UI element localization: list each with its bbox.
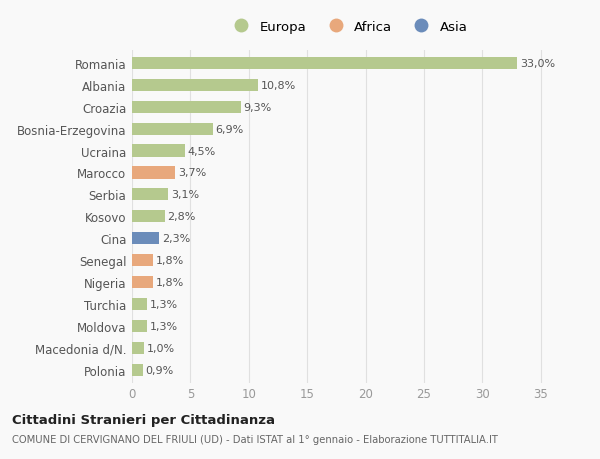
Text: 3,7%: 3,7% bbox=[178, 168, 206, 178]
Bar bbox=[132, 123, 212, 135]
Text: Cittadini Stranieri per Cittadinanza: Cittadini Stranieri per Cittadinanza bbox=[12, 413, 275, 426]
Text: 3,1%: 3,1% bbox=[171, 190, 199, 200]
Bar bbox=[132, 233, 159, 245]
Bar bbox=[132, 167, 175, 179]
Bar bbox=[132, 189, 168, 201]
Bar bbox=[132, 342, 143, 354]
Text: 1,8%: 1,8% bbox=[156, 256, 184, 266]
Bar bbox=[132, 255, 153, 267]
Legend: Europa, Africa, Asia: Europa, Africa, Asia bbox=[228, 21, 468, 34]
Bar bbox=[132, 101, 241, 113]
Text: 9,3%: 9,3% bbox=[244, 102, 272, 112]
Bar bbox=[132, 79, 258, 91]
Bar bbox=[132, 364, 143, 376]
Text: 1,8%: 1,8% bbox=[156, 278, 184, 287]
Text: 33,0%: 33,0% bbox=[520, 59, 556, 68]
Text: 6,9%: 6,9% bbox=[215, 124, 244, 134]
Text: COMUNE DI CERVIGNANO DEL FRIULI (UD) - Dati ISTAT al 1° gennaio - Elaborazione T: COMUNE DI CERVIGNANO DEL FRIULI (UD) - D… bbox=[12, 434, 498, 444]
Bar bbox=[132, 211, 164, 223]
Text: 1,0%: 1,0% bbox=[146, 343, 175, 353]
Text: 10,8%: 10,8% bbox=[261, 80, 296, 90]
Bar bbox=[132, 58, 517, 70]
Text: 1,3%: 1,3% bbox=[150, 299, 178, 309]
Text: 4,5%: 4,5% bbox=[187, 146, 216, 156]
Text: 1,3%: 1,3% bbox=[150, 321, 178, 331]
Text: 0,9%: 0,9% bbox=[145, 365, 173, 375]
Text: 2,8%: 2,8% bbox=[167, 212, 196, 222]
Bar bbox=[132, 276, 153, 289]
Bar bbox=[132, 298, 147, 310]
Bar bbox=[132, 320, 147, 332]
Bar bbox=[132, 145, 185, 157]
Text: 2,3%: 2,3% bbox=[162, 234, 190, 244]
